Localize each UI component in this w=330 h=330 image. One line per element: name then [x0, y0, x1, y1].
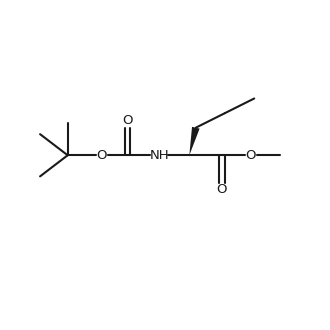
Text: O: O — [96, 149, 107, 162]
Text: NH: NH — [149, 149, 169, 162]
Text: O: O — [246, 149, 256, 162]
Polygon shape — [189, 127, 200, 155]
Text: O: O — [122, 114, 133, 127]
Text: O: O — [216, 183, 227, 196]
